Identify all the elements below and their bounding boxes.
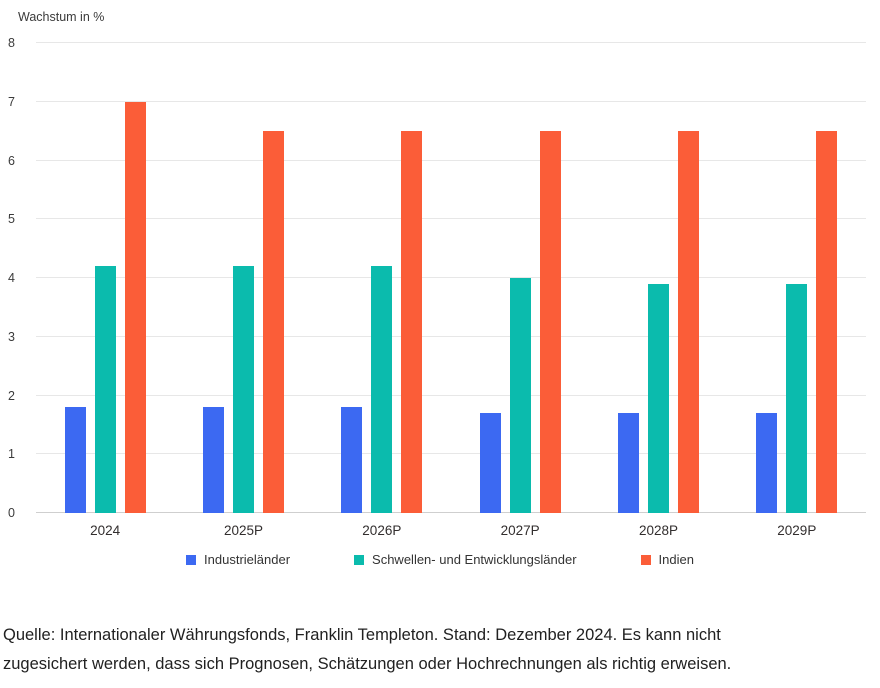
gridline-y4 [36, 277, 866, 278]
bar-2025P-schwellen-und-entwicklungsl-nder [232, 266, 254, 513]
x-tick-label-2025P: 2025P [223, 523, 264, 538]
bar-2029P-industriel-nder [756, 413, 778, 513]
bar-2024-industriel-nder [64, 407, 86, 513]
y-tick-label-2: 2 [8, 388, 15, 403]
bar-2029P-schwellen-und-entwicklungsl-nder [786, 283, 808, 513]
bar-group-2027P [451, 43, 589, 513]
gridline-y8 [36, 42, 866, 43]
bar-2028P-industriel-nder [617, 413, 639, 513]
gridline-y3 [36, 335, 866, 337]
legend-item-indien: Indien [640, 552, 694, 567]
bar-group-2024 [36, 43, 174, 513]
y-tick-label-5: 5 [8, 212, 15, 227]
y-tick-label-7: 7 [8, 94, 15, 109]
legend-swatch-icon [354, 554, 365, 565]
bar-2028P-indien [677, 131, 699, 513]
bar-2027P-industriel-nder [479, 413, 501, 513]
source-note: Quelle: Internationaler Währungsfonds, F… [3, 621, 863, 679]
legend-item-schwellen-und-entwicklungsl-nder: Schwellen- und Entwicklungsländer [354, 552, 577, 567]
bar-2028P-schwellen-und-entwicklungsl-nder [647, 283, 669, 513]
x-tick-label-2026P: 2026P [362, 523, 402, 538]
legend-label: Schwellen- und Entwicklungsländer [372, 552, 577, 567]
y-tick-label-0: 0 [8, 506, 15, 520]
bar-2026P-indien [401, 131, 423, 513]
chart-legend: Industrieländer Schwellen- und Entwicklun… [0, 552, 880, 567]
y-tick-label-4: 4 [8, 271, 15, 285]
x-axis-tick-labels: 2024 2025P 2026P 2027P 2028P 2029P [36, 523, 866, 538]
gridline-y7 [36, 100, 866, 102]
bar-group-2029P [728, 43, 866, 513]
bar-2026P-schwellen-und-entwicklungsl-nder [371, 266, 393, 513]
bar-2025P-indien [262, 131, 284, 513]
gridline-y5 [36, 218, 866, 220]
source-note-line1: Quelle: Internationaler Währungsfonds, F… [3, 626, 721, 644]
x-tick-label-2028P: 2028P [638, 523, 678, 538]
bar-2029P-indien [816, 131, 838, 513]
source-note-line2: zugesichert werden, dass sich Prognosen,… [3, 655, 732, 673]
bar-2027P-indien [539, 131, 561, 513]
gridline-y1 [36, 453, 866, 455]
legend-label: Industrieländer [204, 552, 291, 567]
gridline-y6 [36, 159, 866, 161]
bar-2027P-schwellen-und-entwicklungsl-nder [509, 278, 531, 513]
legend-item-industriel-nder: Industrieländer [186, 552, 290, 567]
legend-swatch-icon [640, 554, 651, 565]
bar-group-2028P [589, 43, 727, 513]
x-tick-label-2029P: 2029P [777, 523, 817, 538]
bar-group-2026P [313, 43, 451, 513]
bar-2025P-industriel-nder [202, 407, 224, 513]
legend-label: Indien [658, 552, 694, 567]
bar-2024-schwellen-und-entwicklungsl-nder [94, 266, 116, 513]
y-axis-title: Wachstum in % [18, 10, 105, 24]
bar-2024-indien [124, 101, 146, 513]
y-tick-label-6: 6 [8, 153, 15, 168]
y-tick-label-1: 1 [8, 447, 15, 462]
x-tick-label-2027P: 2027P [500, 523, 540, 538]
gridline-y2 [36, 394, 866, 396]
bar-2026P-industriel-nder [341, 407, 363, 513]
y-tick-label-8: 8 [8, 36, 15, 50]
legend-swatch-icon [186, 554, 197, 565]
x-tick-label-2024: 2024 [90, 523, 121, 538]
gridline-y0 [36, 512, 866, 513]
plot-area [36, 42, 866, 513]
bar-groups [36, 43, 866, 513]
bar-group-2025P [174, 43, 312, 513]
y-tick-label-3: 3 [8, 329, 15, 344]
